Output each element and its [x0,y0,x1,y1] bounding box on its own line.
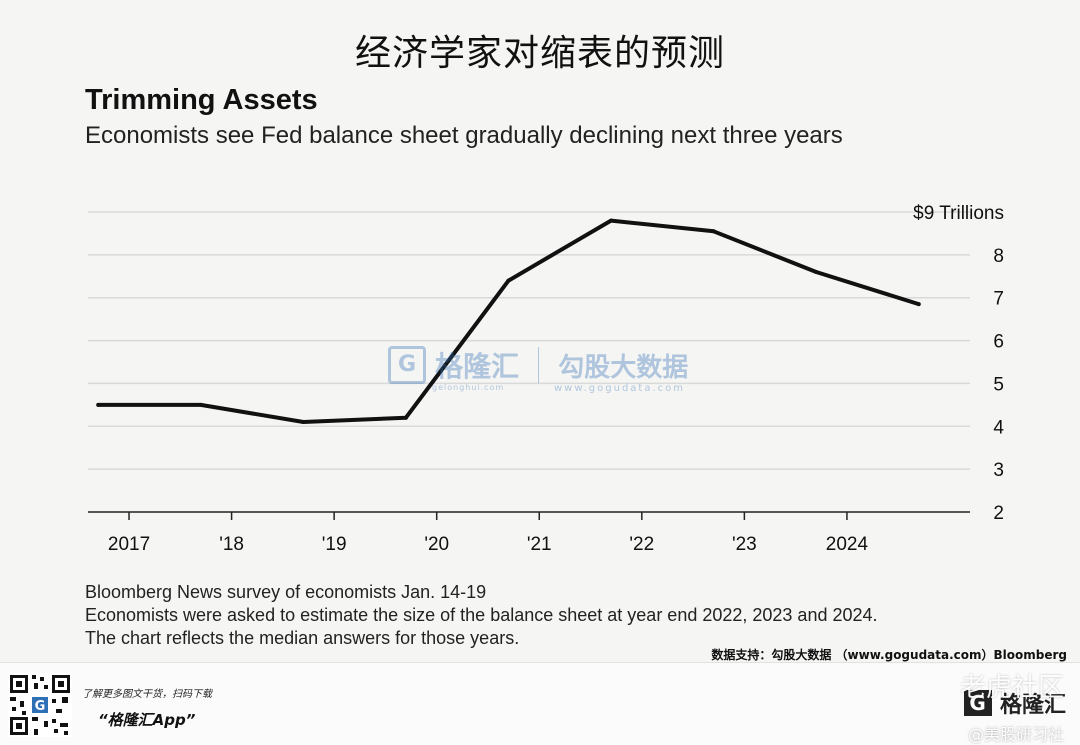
data-credit: 数据支持：勾股大数据 （www.gogudata.com）Bloomberg [711,648,1067,662]
watermark-brand-2: 勾股大数据 [558,352,689,383]
data-point [814,270,819,274]
y-tick-label: 5 [993,374,1004,395]
series-layer [96,218,921,424]
y-tick-label: 7 [993,289,1004,310]
x-tick-label: '23 [732,534,757,555]
data-point [916,302,921,307]
data-point [609,218,614,223]
data-point [403,415,408,420]
data-point [506,278,511,283]
x-tick-label: '18 [219,534,244,555]
brand-name: 格隆汇 [999,693,1066,718]
watermark-divider [538,347,540,383]
y-tick-label: 8 [993,246,1004,267]
footer-app-name: “格隆汇App” [98,711,196,729]
x-tick-label: 2017 [108,534,150,555]
watermark-brand: 格隆汇 [435,350,520,383]
data-point [96,402,101,407]
brand-logo-icon: G [963,690,992,716]
data-point [198,402,203,407]
author-watermark: @美股研习社 [967,725,1064,744]
y-tick-label: 2 [993,503,1004,524]
chart-plot: 2 3 4 5 6 7 8 $9 Trillions 2017 '18 '19 '20 '21 '22 '… [88,203,1004,555]
gridlines [88,211,970,470]
footer-cta-text: 了解更多图文干货，扫码下载 [82,689,212,700]
x-tick-label: '20 [424,534,449,555]
qr-code-icon[interactable]: G [8,673,72,737]
footer-bar: G 了解更多图文干货，扫码下载 “格隆汇App” G 格隆汇 老虎社区 @美股研… [0,662,1080,745]
chart-note-source: Bloomberg News survey of economists Jan.… [85,582,487,602]
svg-text:G: G [35,699,46,714]
series-line [96,218,921,424]
watermark: G 格隆汇 勾股大数据 gelonghui.com www.gogudata.c… [388,345,689,394]
x-tick-label: '22 [629,534,654,555]
community-watermark: 老虎社区 [959,673,1064,703]
watermark-url-1: gelonghui.com [432,383,505,392]
y-tick-label: $9 Trillions [913,203,1004,224]
x-tick-label: '21 [527,534,552,555]
x-tick-label: 2024 [826,534,869,555]
y-tick-label: 4 [993,417,1004,438]
watermark-logo-icon: G [388,346,426,384]
y-tick-label: 3 [993,460,1004,481]
chart-subtitle: Economists see Fed balance sheet gradual… [85,122,843,149]
watermark-url-2: www.gogudata.com [554,383,686,394]
chart-note-method: Economists were asked to estimate the si… [85,605,878,625]
y-tick-label: 6 [993,332,1004,353]
page-header-title: 经济学家对缩表的预测 [354,33,725,74]
brand-logo: G 格隆汇 [963,687,1066,719]
data-point [301,420,306,424]
x-axis: 2017 '18 '19 '20 '21 '22 '23 2024 [88,511,970,555]
data-point [711,229,716,234]
x-tick-label: '19 [322,534,347,555]
y-tick-labels: 2 3 4 5 6 7 8 $9 Trillions [913,203,1004,524]
chart-note-median: The chart reflects the median answers fo… [85,628,520,648]
chart-title: Trimming Assets [85,84,318,116]
